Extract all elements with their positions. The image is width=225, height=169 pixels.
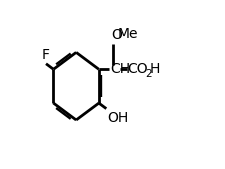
Text: F: F bbox=[41, 48, 49, 62]
Text: O: O bbox=[112, 28, 122, 42]
Text: CH: CH bbox=[110, 62, 130, 76]
Text: 2: 2 bbox=[145, 69, 152, 79]
Text: H: H bbox=[149, 62, 160, 76]
Text: CO: CO bbox=[127, 62, 148, 76]
Text: Me: Me bbox=[117, 27, 138, 41]
Text: OH: OH bbox=[107, 111, 128, 125]
